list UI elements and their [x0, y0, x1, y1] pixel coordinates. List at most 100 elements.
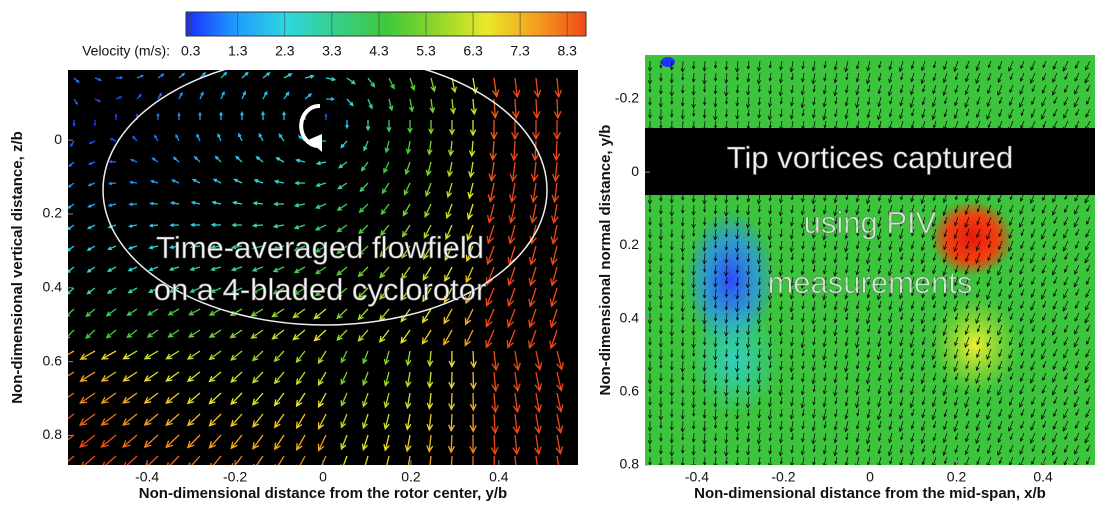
vector-arrow	[510, 140, 519, 162]
vector-arrow	[811, 372, 816, 385]
vector-arrow	[942, 72, 948, 84]
vector-arrow	[909, 276, 915, 289]
vector-arrow	[105, 308, 117, 317]
vector-arrow	[833, 360, 838, 371]
vector-arrow	[278, 133, 285, 142]
vector-arrow	[790, 444, 794, 454]
vector-arrow	[647, 300, 653, 312]
vector-arrow	[944, 456, 948, 465]
vector-arrow	[1051, 204, 1058, 216]
vector-arrow	[1008, 60, 1014, 72]
vector-arrow	[800, 216, 805, 229]
vector-field	[68, 71, 564, 465]
vector-arrow	[921, 60, 926, 72]
vector-arrow	[790, 432, 794, 441]
vector-arrow	[899, 84, 904, 94]
vector-arrow	[932, 324, 937, 335]
vector-arrow	[702, 60, 707, 72]
vector-arrow	[997, 384, 1003, 396]
vector-arrow	[987, 120, 992, 129]
caption: Tip vortices captured	[727, 140, 1014, 175]
vector-arrow	[405, 392, 412, 410]
vector-arrow	[801, 252, 805, 263]
vector-arrow	[143, 392, 159, 404]
vector-arrow	[855, 84, 860, 96]
vector-arrow	[889, 96, 893, 105]
vector-arrow	[1042, 240, 1047, 249]
vector-arrow	[900, 252, 904, 261]
vector-arrow	[166, 455, 180, 465]
vector-arrow	[964, 444, 970, 456]
vector-arrow	[1075, 288, 1080, 297]
vector-arrow	[1040, 288, 1047, 300]
vector-arrow	[932, 264, 937, 275]
vector-arrow	[647, 240, 653, 252]
vector-arrow	[779, 108, 783, 118]
vector-arrow	[790, 96, 794, 107]
vector-arrow	[931, 408, 937, 421]
vector-arrow	[534, 392, 543, 414]
plot-area	[68, 70, 578, 465]
vector-arrow	[887, 84, 893, 97]
vector-arrow	[921, 288, 926, 299]
vector-arrow	[866, 60, 871, 72]
vector-arrow	[910, 312, 915, 323]
vector-arrow	[169, 223, 180, 228]
vector-arrow	[812, 84, 816, 93]
vector-arrow	[1086, 336, 1091, 345]
vector-arrow	[273, 413, 285, 429]
vector-arrow	[469, 371, 477, 391]
vector-arrow	[107, 203, 117, 207]
vector-arrow	[943, 408, 948, 418]
vector-arrow	[444, 266, 453, 283]
vector-arrow	[964, 396, 970, 409]
vector-arrow	[315, 160, 327, 166]
vector-arrow	[768, 396, 773, 408]
vector-arrow	[702, 336, 707, 346]
vector-arrow	[931, 288, 937, 301]
vector-arrow	[469, 434, 477, 455]
vector-arrow	[942, 324, 948, 337]
vector-arrow	[1075, 300, 1080, 309]
vector-arrow	[86, 245, 96, 251]
vector-arrow	[702, 312, 707, 325]
vector-arrow	[325, 76, 337, 82]
vector-arrow	[833, 204, 838, 217]
vector-arrow	[528, 287, 537, 308]
vector-arrow	[692, 108, 696, 117]
vector-arrow	[867, 84, 871, 93]
vector-arrow	[384, 140, 390, 154]
vector-arrow	[486, 203, 495, 224]
vector-arrow	[555, 434, 564, 456]
vector-arrow	[856, 288, 860, 297]
vector-arrow	[78, 413, 96, 426]
vector-arrow	[757, 96, 761, 106]
vector-arrow	[976, 264, 981, 273]
vector-arrow	[129, 158, 138, 163]
vector-arrow	[822, 336, 827, 348]
vector-arrow	[877, 396, 882, 408]
vector-arrow	[713, 84, 718, 95]
vector-arrow	[1063, 228, 1069, 239]
vector-arrow	[295, 413, 306, 430]
vector-arrow	[768, 60, 772, 69]
vector-arrow	[756, 312, 762, 325]
vector-arrow	[911, 108, 915, 117]
vector-arrow	[735, 348, 740, 360]
vector-arrow	[273, 392, 285, 407]
vector-arrow	[954, 72, 959, 81]
vector-arrow	[669, 300, 674, 311]
vector-arrow	[1020, 288, 1025, 297]
vector-arrow	[888, 348, 893, 358]
vector-arrow	[1085, 228, 1091, 238]
vector-arrow	[1086, 384, 1091, 393]
vector-arrow	[943, 288, 948, 298]
vector-arrow	[691, 252, 696, 263]
vector-arrow	[648, 337, 652, 346]
vector-arrow	[899, 348, 904, 360]
x-tick-label: 0	[319, 469, 327, 485]
vector-arrow	[702, 252, 707, 265]
vector-arrow	[888, 372, 893, 384]
vector-arrow	[866, 348, 871, 359]
vector-arrow	[208, 413, 222, 427]
